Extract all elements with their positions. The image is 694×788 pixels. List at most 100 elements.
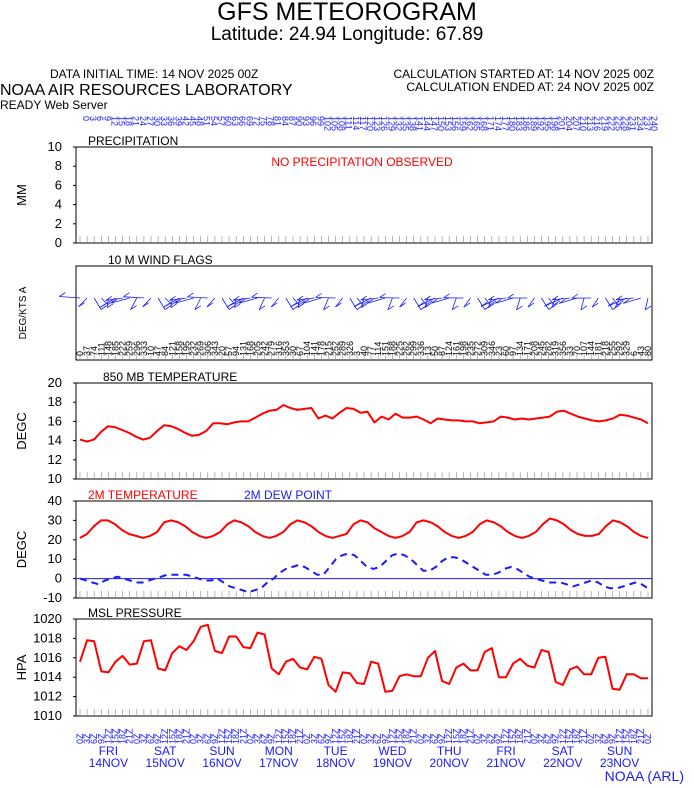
utc-hour-label: 0Z [586, 733, 596, 744]
y-tick-label: 1010 [33, 708, 62, 723]
wind-barb [194, 297, 202, 310]
wind-direction-label: 3 [352, 351, 362, 356]
forecast-hour-label: 198 [550, 116, 560, 131]
utc-hour-label: 12Z [501, 728, 511, 744]
wind-barb [239, 297, 258, 304]
forecast-hour-label: 120 [365, 116, 375, 131]
wind-direction-label: 198 [458, 341, 468, 356]
forecast-hour-label: 15 [117, 116, 127, 126]
utc-hour-label: 15Z [565, 728, 575, 744]
utc-hour-label: 12Z [444, 728, 454, 744]
forecast-hour-label: 195 [543, 116, 553, 131]
utc-hour-label: 18Z [231, 728, 241, 744]
wind-barb-flag [232, 295, 240, 301]
calculation-ended: CALCULATION ENDED AT: 24 NOV 2025 00Z [406, 80, 654, 94]
wind-barb [123, 296, 144, 299]
wind-direction-label: 245 [537, 341, 547, 356]
forecast-hour-label: 138 [408, 116, 418, 131]
wind-barb-flag [571, 293, 579, 299]
wind-direction-label: 87 [437, 346, 447, 356]
day-date-label: 19NOV [373, 756, 412, 770]
y-tick-label: 10 [48, 471, 62, 486]
wind-direction-label: 10 [146, 346, 156, 356]
day-date-label: 20NOV [430, 756, 469, 770]
wind-barb-flag [335, 302, 342, 308]
wind-direction-label: 37 [82, 346, 92, 356]
wind-direction-label: 225 [395, 341, 405, 356]
wind-barb-flag [251, 292, 258, 298]
forecast-hour-label: 30 [152, 116, 162, 126]
day-of-week-label: SUN [209, 744, 234, 758]
utc-hour-label: 9Z [380, 733, 390, 744]
wind-barb [228, 297, 236, 305]
wind-direction-label: 336 [416, 341, 426, 356]
wind-barb-flag [258, 305, 266, 311]
wind-barb-flag [105, 296, 112, 301]
wind-barb-flag [290, 302, 297, 308]
y-tick-label: 12 [48, 452, 62, 467]
wind-direction-label: 255 [608, 341, 618, 356]
wind-barb-flag [362, 300, 370, 306]
wind-barb [206, 297, 216, 308]
wind-barb-flag [169, 295, 176, 301]
wind-barb [356, 297, 364, 305]
wind-direction-label: 188 [387, 341, 397, 356]
wind-barb-flag [194, 305, 202, 311]
forecast-hour-label: 171 [486, 116, 496, 131]
wind-barb-flag [417, 302, 424, 307]
wind-barb-flag [226, 302, 234, 308]
wind-direction-label: 259 [125, 341, 135, 356]
wind-direction-label: 269 [196, 341, 206, 356]
wind-barb [616, 297, 634, 301]
wind-direction-label: 148 [103, 341, 113, 356]
forecast-hour-label: 27 [145, 116, 155, 126]
utc-hour-label: 9Z [210, 733, 220, 744]
wind-direction-label: 6 [629, 351, 639, 356]
wind-barb-flag [617, 300, 624, 306]
wind-barb-flag [463, 302, 471, 308]
day-date-label: 21NOV [486, 756, 525, 770]
wind-direction-label: 13 [423, 346, 433, 356]
wind-barb-flag [379, 293, 386, 298]
utc-hour-label: 0Z [75, 733, 85, 744]
forecast-hour-label: 9 [102, 116, 112, 121]
wind-direction-label: 205 [253, 341, 263, 356]
utc-hour-label: 3Z [82, 733, 92, 744]
forecast-hour-label: 222 [606, 116, 616, 131]
wind-barb-flag [206, 302, 214, 308]
wind-direction-label: 262 [402, 341, 412, 356]
wind-barb-flag [315, 293, 322, 298]
panel-title-precip: PRECIPITATION [88, 134, 178, 148]
wind-barb-flag [622, 299, 630, 304]
wind-direction-label: 124 [444, 341, 454, 356]
wind-barb-flag [163, 302, 170, 308]
wind-barb [169, 297, 187, 301]
server-name: READY Web Server [0, 98, 108, 112]
wind-barb-flag [187, 292, 194, 298]
day-of-week-label: FRI [496, 744, 515, 758]
utc-hour-label: 15Z [167, 728, 177, 744]
forecast-hour-label: 54 [209, 116, 219, 126]
wind-barb [451, 297, 457, 310]
utc-hour-label: 3Z [366, 733, 376, 744]
forecast-hour-label: 99 [315, 116, 325, 126]
wind-direction-label: 30 [288, 346, 298, 356]
wind-direction-label: 57 [224, 346, 234, 356]
day-of-week-label: SAT [154, 744, 177, 758]
day-date-label: 16NOV [202, 756, 241, 770]
wind-barb [420, 297, 427, 305]
utc-hour-label: 21Z [466, 728, 476, 744]
page-title: GFS METEOROGRAM [217, 0, 477, 26]
wind-barb-flag [270, 302, 278, 308]
utc-hour-label: 21Z [636, 728, 646, 744]
utc-hour-label: 9Z [96, 733, 106, 744]
wind-barb-flag [451, 305, 459, 311]
wind-direction-label: 121 [167, 341, 177, 356]
y-tick-label: 30 [48, 512, 62, 527]
day-date-label: 22NOV [543, 756, 582, 770]
wind-direction-label: 343 [210, 341, 220, 356]
day-of-week-label: TUE [324, 744, 348, 758]
wind-barb-flag [228, 305, 236, 310]
utc-hour-label: 0Z [416, 733, 426, 744]
utc-hour-label: 21Z [125, 728, 135, 744]
